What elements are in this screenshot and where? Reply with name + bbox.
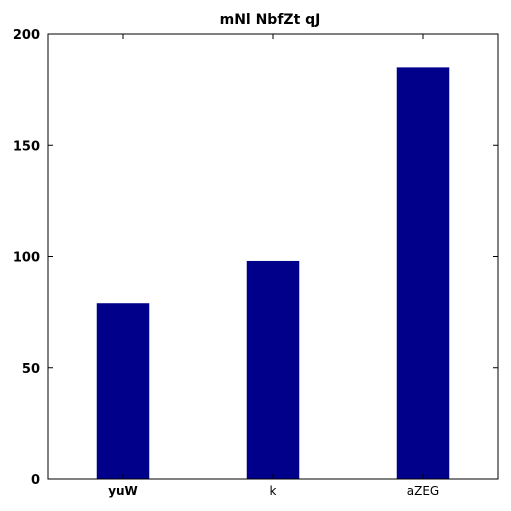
y-tick-label: 50	[22, 362, 40, 377]
x-tick-label: yuW	[108, 484, 138, 498]
y-tick-label: 200	[13, 28, 40, 43]
plot-area-frame	[47, 33, 499, 480]
y-tick-label: 100	[13, 251, 40, 266]
x-tick-label: aZEG	[407, 484, 439, 498]
ticks-group: yuW k aZEG 0 50 100 150 200	[13, 28, 498, 498]
bar-k	[246, 260, 300, 479]
chart-title: mNl NbfZt qJ	[220, 12, 321, 28]
x-tick-label: k	[270, 484, 277, 498]
bars-group	[96, 67, 450, 479]
y-tick-label: 0	[31, 473, 40, 488]
bar-aZEG	[396, 67, 450, 479]
bar-yuW	[96, 303, 150, 479]
y-tick-label: 150	[13, 139, 40, 154]
